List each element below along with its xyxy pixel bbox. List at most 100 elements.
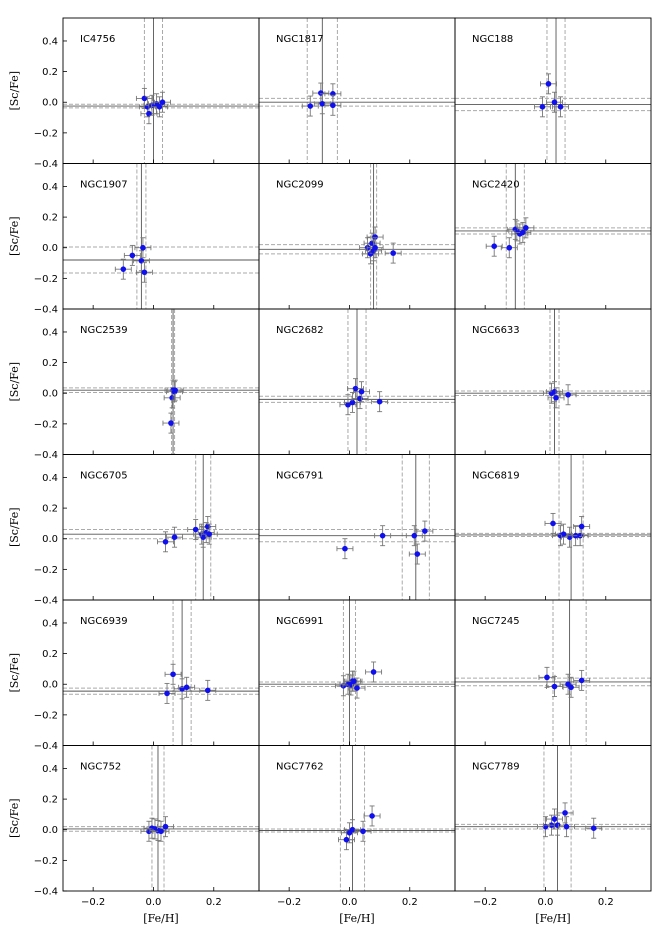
data-point (585, 817, 603, 839)
data-point (199, 679, 217, 701)
data-point (540, 73, 557, 95)
data-marker (172, 387, 178, 393)
data-point (344, 819, 361, 841)
data-point (194, 526, 212, 548)
data-point (562, 676, 580, 698)
data-point (374, 525, 392, 547)
data-marker (204, 687, 211, 694)
data-marker (411, 532, 418, 539)
data-point (365, 661, 383, 683)
panel-title: NGC7245 (472, 616, 520, 627)
panel-plot-area (455, 309, 651, 455)
x-tick-label: 0.0 (342, 897, 358, 908)
y-tick-label: 0.0 (42, 825, 58, 836)
panel-ngc1907: NGC1907 −0.4 −0.2 0.0 0.2 0.4 [Sc/Fe] (8, 163, 260, 316)
data-marker (523, 225, 529, 231)
data-point (573, 516, 591, 537)
data-point (416, 520, 434, 542)
panel-ngc7245: NGC7245 (454, 599, 652, 746)
y-tick-label: −0.4 (34, 305, 58, 316)
y-tick-label: 0.4 (42, 182, 58, 193)
panel-title: NGC7762 (276, 762, 324, 773)
panel-title: NGC1907 (80, 180, 128, 191)
y-axis-title: [Sc/Fe] (8, 507, 21, 547)
data-point (158, 682, 176, 704)
panel-plot-area (63, 163, 259, 309)
data-marker (343, 836, 350, 843)
data-point (559, 384, 577, 406)
data-marker (170, 671, 176, 678)
data-marker (551, 388, 558, 395)
panel-ngc6705: NGC6705 −0.4 −0.2 0.0 0.2 0.4 [Sc/Fe] (8, 454, 260, 607)
data-marker (545, 81, 552, 87)
y-axis-title: [Sc/Fe] (8, 798, 21, 838)
data-marker (192, 526, 199, 533)
panel-plot-area (455, 18, 651, 164)
data-marker (349, 399, 356, 406)
data-marker (565, 391, 571, 398)
panel-plot-area (455, 745, 651, 891)
panel-plot-area (63, 600, 259, 746)
x-tick-label: −0.2 (277, 897, 301, 908)
y-axis-title: [Sc/Fe] (8, 653, 21, 693)
panel-title: NGC1817 (276, 34, 324, 45)
panel-ngc7762: NGC7762 −0.2 0.0 0.2 [Fe/H] (258, 745, 456, 925)
y-tick-label: 0.0 (42, 243, 58, 254)
data-point (354, 820, 372, 842)
data-point (546, 808, 563, 830)
panel-plot-area (63, 18, 259, 164)
data-point (517, 217, 535, 239)
panel-ngc2539: NGC2539 −0.4 −0.2 0.0 0.2 0.4 [Sc/Fe] (8, 308, 260, 461)
y-tick-label: 0.4 (42, 764, 58, 775)
data-marker (318, 90, 324, 96)
x-axis-title: [Fe/H] (143, 912, 178, 925)
data-marker (138, 257, 145, 264)
data-point (384, 242, 402, 264)
y-tick-label: 0.2 (42, 504, 58, 515)
data-marker (342, 545, 348, 552)
panel-title: NGC2539 (80, 325, 128, 336)
data-marker (551, 816, 558, 822)
panel-title: NGC6791 (276, 471, 324, 482)
data-point (151, 96, 168, 118)
panel-ngc1817: NGC1817 (258, 17, 456, 164)
x-tick-label: 0.2 (402, 897, 418, 908)
data-marker (206, 531, 213, 537)
panel-ngc2682: NGC2682 (258, 308, 456, 455)
data-point (324, 94, 342, 116)
data-point (336, 538, 354, 560)
data-marker (568, 684, 574, 691)
data-point (500, 237, 518, 259)
x-tick-label: 0.2 (206, 897, 222, 908)
panel-ngc6791: NGC6791 (258, 454, 456, 601)
panel-plot-area (63, 745, 259, 891)
data-point (344, 391, 361, 413)
panel-title: NGC2099 (276, 180, 324, 191)
panel-title: NGC6633 (472, 325, 520, 336)
panel-title: NGC188 (472, 34, 513, 45)
data-marker (171, 534, 178, 541)
y-axis-title: [Sc/Fe] (8, 362, 21, 402)
data-marker (539, 104, 546, 110)
data-point (164, 663, 182, 685)
data-point (187, 519, 205, 540)
panel-ngc6819: NGC6819 (454, 454, 652, 601)
y-tick-label: −0.4 (34, 741, 58, 752)
panel-title: NGC2420 (472, 180, 520, 191)
y-tick-label: −0.2 (34, 565, 58, 576)
data-marker (360, 828, 366, 835)
data-point (166, 379, 184, 401)
panel-ngc6633: NGC6633 (454, 308, 652, 455)
x-tick-label: 0.0 (146, 897, 162, 908)
data-marker (560, 531, 567, 537)
data-point (556, 802, 574, 824)
data-marker (544, 674, 550, 681)
data-marker (164, 690, 170, 697)
x-axis-title: [Fe/H] (535, 912, 570, 925)
data-marker (557, 104, 564, 110)
x-tick-label: −0.2 (473, 897, 497, 908)
data-point (152, 820, 170, 842)
data-point (558, 816, 576, 838)
data-marker (379, 532, 386, 539)
y-tick-label: −0.4 (34, 159, 58, 170)
